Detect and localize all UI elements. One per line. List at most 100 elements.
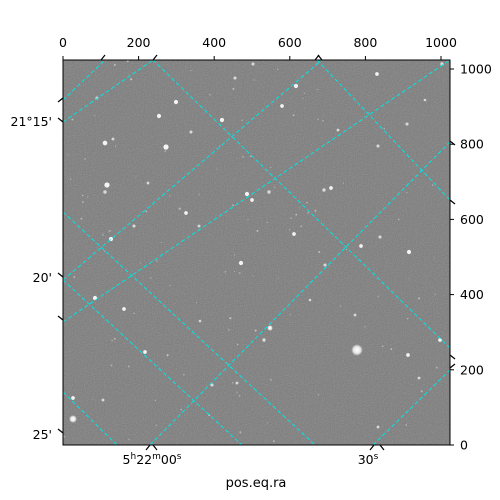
stars <box>63 60 444 445</box>
top-tick-400: 400 <box>202 35 226 60</box>
faint-star <box>108 229 111 233</box>
faint-star <box>113 63 116 66</box>
faint-star <box>433 257 435 259</box>
faint-star <box>241 155 244 158</box>
faint-star <box>228 328 230 331</box>
top-tick-label-600: 600 <box>278 35 302 50</box>
star-32 <box>103 190 107 194</box>
top-tick-label-400: 400 <box>202 35 226 50</box>
dec-label-15: 21°15' <box>11 114 53 129</box>
faint-star <box>127 365 130 368</box>
faint-star <box>317 394 320 396</box>
star-23 <box>122 307 126 311</box>
faint-star <box>408 278 410 280</box>
right-tick-0: 0 <box>450 438 468 453</box>
star-52 <box>198 319 202 323</box>
top-tick-600: 600 <box>278 35 302 60</box>
plot-frame <box>62 59 451 446</box>
faint-star <box>298 207 300 209</box>
star-48 <box>353 313 357 317</box>
top-tick-label-200: 200 <box>127 35 151 50</box>
image-noise <box>63 60 450 445</box>
star-20 <box>329 186 333 190</box>
faint-star <box>254 329 257 332</box>
faint-star <box>289 313 291 316</box>
star-37 <box>376 144 380 148</box>
star-50 <box>376 425 380 429</box>
faint-star <box>127 73 129 75</box>
star-18 <box>406 249 412 255</box>
star-3 <box>163 144 169 150</box>
faint-star <box>368 112 370 114</box>
faint-star <box>218 145 221 147</box>
faint-star <box>114 337 116 340</box>
x-axis-title: pos.eq.ra <box>226 476 287 491</box>
ra-axis: 5h22m00s 30s <box>123 452 379 467</box>
star-53 <box>308 298 312 302</box>
faint-star <box>84 158 86 160</box>
star-2 <box>267 325 273 331</box>
star-30 <box>406 353 410 357</box>
star-34 <box>189 130 193 134</box>
right-tick-label-0: 0 <box>460 438 468 453</box>
faint-star <box>233 254 236 256</box>
faint-star <box>145 210 148 213</box>
dec-label-25: 25' <box>33 427 52 442</box>
star-28 <box>405 122 409 126</box>
star-47 <box>336 128 340 132</box>
right-pixel-axis: 0 200 400 600 800 1000 <box>450 62 492 453</box>
top-tick-label-0: 0 <box>59 35 67 50</box>
faint-star <box>307 211 310 214</box>
star-25 <box>71 396 75 400</box>
faint-star <box>71 118 74 121</box>
faint-star <box>134 176 136 178</box>
faint-star <box>249 155 252 158</box>
star-44 <box>111 137 115 141</box>
faint-star <box>381 345 384 347</box>
ra-label-22m00s: 5h22m00s <box>123 452 182 467</box>
faint-star <box>238 271 241 275</box>
right-tick-600: 600 <box>450 212 484 227</box>
faint-star <box>322 119 324 122</box>
faint-star <box>126 60 129 63</box>
faint-star <box>156 260 158 262</box>
faint-star <box>178 207 181 210</box>
faint-star <box>302 97 304 99</box>
star-19 <box>359 244 363 248</box>
star-17 <box>292 232 296 236</box>
faint-star <box>232 382 234 384</box>
faint-star <box>82 201 84 203</box>
right-tick-1000: 1000 <box>450 62 492 77</box>
coordinate-grid <box>63 60 450 445</box>
faint-star <box>128 438 130 441</box>
faint-star <box>420 390 423 393</box>
star-8 <box>219 117 225 123</box>
grid-line-6 <box>152 60 450 349</box>
faint-star <box>434 293 436 296</box>
faint-star <box>130 78 133 81</box>
faint-star <box>300 225 302 227</box>
grid-line-1 <box>63 60 154 123</box>
star-38 <box>378 235 382 239</box>
star-39 <box>323 263 327 267</box>
faint-star <box>276 68 279 70</box>
faint-star <box>315 62 317 64</box>
star-7 <box>173 99 179 105</box>
right-tick-label-1000: 1000 <box>460 62 492 77</box>
right-tick-label-600: 600 <box>460 212 484 227</box>
faint-star <box>406 191 408 194</box>
faint-star <box>232 204 234 207</box>
faint-star <box>277 277 279 279</box>
faint-star <box>103 250 106 252</box>
faint-star <box>209 93 211 96</box>
faint-star <box>111 339 114 342</box>
faint-star <box>390 348 393 350</box>
star-11 <box>244 191 250 197</box>
faint-star <box>139 262 142 264</box>
star-5 <box>102 140 108 146</box>
faint-star <box>252 275 254 277</box>
faint-star <box>195 302 198 304</box>
faint-star <box>345 248 348 251</box>
star-42 <box>101 398 105 402</box>
